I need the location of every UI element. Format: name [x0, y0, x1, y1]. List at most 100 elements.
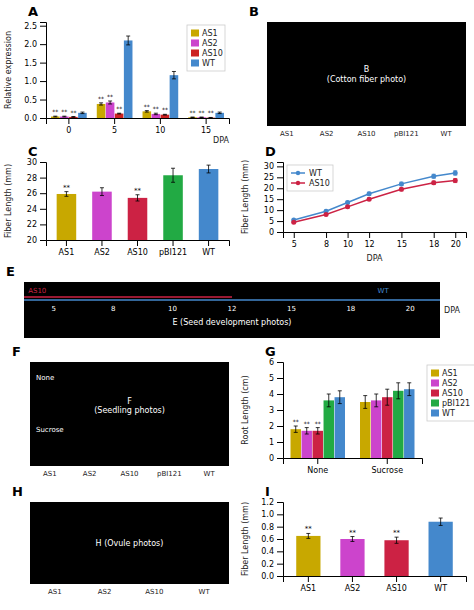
axis-line	[47, 119, 230, 125]
error-cap	[363, 395, 367, 396]
photo-label: 20	[406, 305, 415, 313]
error-cap	[163, 114, 167, 115]
tick: 5	[269, 217, 283, 226]
error-bar	[432, 181, 436, 185]
photo-label: 18	[346, 305, 355, 313]
error-line	[387, 389, 388, 405]
error-bar	[374, 394, 378, 407]
tick-label: AS2	[94, 248, 110, 257]
error-cap	[154, 113, 158, 114]
error-cap	[108, 103, 112, 104]
point	[345, 200, 350, 205]
panel-letter: F	[12, 344, 21, 359]
tick-mark	[160, 118, 161, 124]
significance: **	[349, 529, 357, 537]
error-bar	[395, 537, 399, 543]
tick-mark	[40, 63, 46, 64]
panel: B(Cotton fiber photo)AS1AS2AS10pBI121WTB	[249, 4, 466, 138]
tick: 1.0	[261, 510, 283, 519]
tick-label: 24	[27, 205, 37, 214]
photo-label: AS10	[145, 588, 163, 596]
tick-mark	[440, 576, 441, 582]
error-line	[66, 192, 67, 197]
tick: AS10	[386, 576, 407, 593]
marks	[296, 518, 453, 576]
point	[453, 178, 458, 183]
point	[345, 204, 350, 209]
y-axis: 0.00.51.01.52.02.5	[24, 22, 46, 123]
error-bar	[71, 116, 75, 118]
tick-mark	[40, 162, 46, 163]
photo-label: pBI121	[394, 130, 419, 138]
significance: **	[208, 109, 214, 116]
point	[453, 170, 458, 175]
panel-letter: E	[6, 264, 15, 279]
tick-mark	[40, 178, 46, 179]
annotations: ************************	[52, 93, 213, 116]
legend-item: AS10	[291, 179, 330, 188]
y-axis: 0123456	[269, 358, 284, 463]
error-bar	[306, 533, 310, 538]
error-cap	[294, 426, 298, 427]
tick-mark	[277, 362, 283, 363]
tick: 1.5	[24, 59, 46, 68]
line	[294, 173, 455, 220]
tick-mark	[40, 240, 46, 241]
point	[367, 191, 372, 196]
tick-mark	[277, 502, 283, 503]
error-bar	[363, 396, 367, 409]
tick-label: 2.0	[24, 40, 37, 49]
photo-label: WT	[199, 588, 211, 596]
bar	[335, 397, 345, 458]
figure: ************************0510150.00.51.01…	[0, 0, 474, 610]
tick: 4	[269, 390, 283, 399]
marks	[57, 165, 219, 240]
tick-label: 0.2	[261, 560, 274, 569]
error-cap	[172, 78, 176, 79]
photo-label: AS10	[120, 470, 138, 478]
significance: **	[315, 420, 321, 427]
error-bar	[117, 113, 121, 115]
tick-label: 0.5	[24, 96, 37, 105]
error-line	[328, 394, 329, 407]
tick-label: 1.2	[261, 498, 274, 507]
bar	[199, 169, 219, 240]
tick-mark	[277, 442, 283, 443]
error-bar	[439, 518, 443, 525]
legend-box	[427, 365, 474, 421]
bar	[296, 536, 320, 576]
error-cap	[154, 114, 158, 115]
error-bar	[207, 165, 211, 173]
tick-label: WT	[434, 584, 447, 593]
error-bar	[191, 117, 195, 118]
tick: 15	[264, 195, 283, 204]
annotations: ******	[305, 525, 401, 537]
bar	[429, 522, 453, 576]
error-cap	[145, 110, 149, 111]
tick-label: 6	[269, 358, 274, 367]
panel: ****AS1AS2AS10pBI121WT202224262830Fiber …	[4, 144, 230, 396]
tick-mark	[137, 240, 138, 246]
tick-label: 20	[264, 184, 274, 193]
annotation: F(Seedling photos)	[94, 397, 165, 416]
tick-label: 25	[264, 173, 274, 182]
photo-label: 5	[51, 305, 55, 313]
bar	[78, 113, 87, 118]
error-line	[339, 391, 340, 404]
annotation: H (Ovule photos)	[96, 539, 164, 548]
error-cap	[53, 116, 57, 117]
legend-item: WT	[191, 59, 215, 68]
error-cap	[363, 408, 367, 409]
tick-mark	[206, 118, 207, 124]
tick-mark	[277, 527, 283, 528]
tick-mark	[114, 118, 115, 124]
tick: 15	[201, 118, 211, 135]
x-axis: 581012151820	[284, 232, 467, 249]
error-cap	[316, 427, 320, 428]
legend-label: WT	[309, 169, 322, 178]
tick-label: WT	[202, 248, 215, 257]
y-axis-label: Fiber Length (mm)	[241, 160, 250, 234]
error-cap	[316, 434, 320, 435]
error-bar	[327, 394, 331, 407]
tick: 25	[264, 173, 283, 182]
